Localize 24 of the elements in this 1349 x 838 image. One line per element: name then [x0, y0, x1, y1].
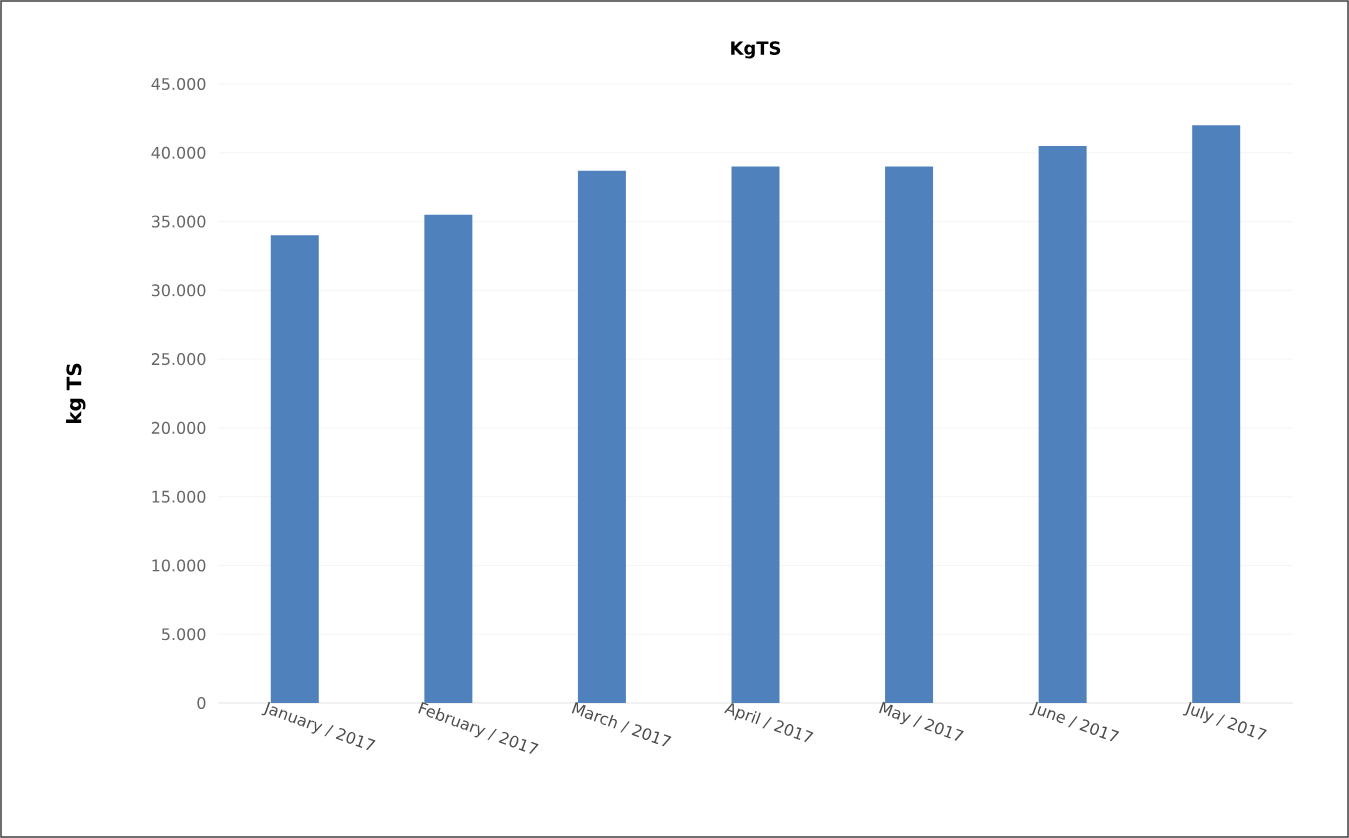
bar [1192, 125, 1241, 703]
y-tick-label: 5.000 [162, 628, 206, 641]
x-tick-label: March / 2017 [571, 702, 672, 747]
y-tick-label: 30.000 [151, 284, 206, 297]
y-tick-label: 40.000 [151, 146, 206, 159]
y-axis-title: kg TS [66, 363, 86, 424]
y-tick-label: 15.000 [152, 490, 206, 503]
x-tick-label: July / 2017 [1182, 702, 1267, 740]
chart-title: KgTS [731, 41, 781, 59]
x-tick-label: June / 2017 [1029, 701, 1120, 742]
y-tick-label: 25.000 [151, 353, 206, 366]
y-tick-label: 0 [197, 696, 206, 710]
bar [424, 214, 473, 703]
y-tick-label: 35.000 [151, 215, 206, 228]
x-tick-label: May / 2017 [879, 701, 964, 741]
bar [577, 170, 626, 703]
y-tick-label: 45.000 [151, 77, 206, 91]
bar [1038, 145, 1087, 703]
bar [885, 166, 934, 703]
bar [270, 235, 319, 703]
bar [731, 166, 780, 703]
y-tick-label: 20.000 [151, 421, 206, 434]
y-tick-label: 10.000 [152, 559, 206, 572]
x-tick-label: April / 2017 [724, 703, 814, 743]
